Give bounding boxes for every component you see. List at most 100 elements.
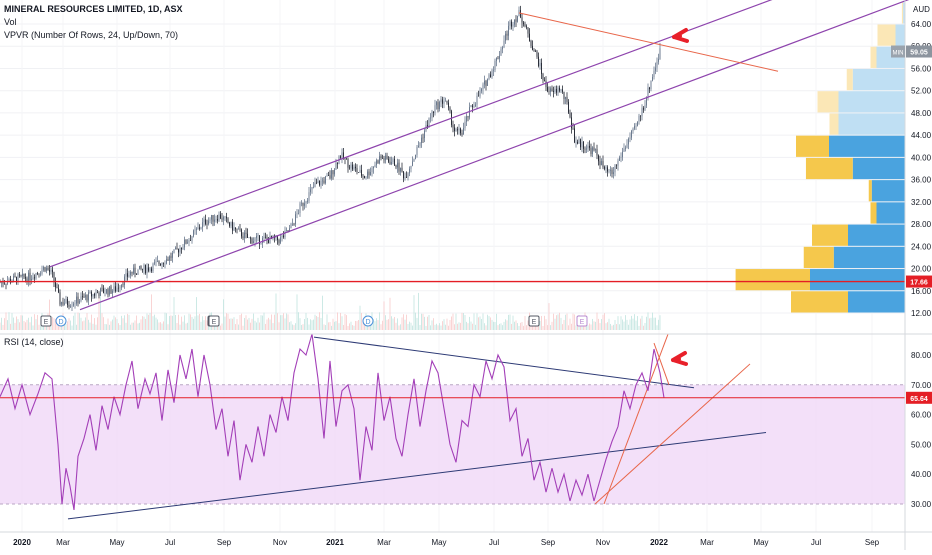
volume-bar: [602, 314, 604, 330]
candle-body: [100, 288, 101, 296]
candle-body: [349, 167, 350, 169]
candle-body: [442, 99, 443, 104]
symbol-tag-bg: [891, 45, 905, 58]
volume-bar: [203, 320, 205, 330]
candle-body: [487, 79, 488, 86]
candle-body: [473, 106, 475, 108]
candle-body: [460, 128, 461, 134]
volume-bar: [644, 322, 646, 330]
candle-body: [50, 269, 52, 272]
volume-bar: [488, 316, 490, 330]
volume-bar: [503, 321, 505, 330]
volume-bar: [214, 324, 215, 330]
candle-body: [511, 21, 512, 27]
candle-body: [20, 275, 22, 276]
candle-body: [383, 158, 385, 161]
volume-bar: [409, 321, 410, 330]
volume-bar: [512, 315, 514, 330]
volume-bar: [29, 322, 31, 330]
volume-bar: [575, 325, 577, 330]
candle-body: [286, 230, 287, 231]
time-tick-label: Mar: [377, 538, 391, 547]
volume-bar: [610, 323, 611, 330]
volume-bar: [641, 315, 643, 330]
candle-body: [289, 228, 290, 232]
volume-bar: [226, 313, 227, 330]
rsi-tick-label: 30.00: [911, 500, 932, 509]
volume-bar: [68, 318, 70, 330]
earnings-marker: [576, 315, 588, 327]
candle-body: [118, 287, 119, 289]
volume-bar: [346, 315, 347, 330]
candle-body: [185, 239, 187, 244]
volume-bar: [457, 323, 458, 330]
volume-bar: [364, 320, 365, 330]
candle-body: [607, 167, 608, 172]
candle-body: [496, 57, 497, 61]
volume-bar: [362, 318, 364, 330]
volume-bar: [431, 320, 433, 330]
candle-body: [38, 273, 40, 275]
volume-bar: [614, 320, 616, 330]
candle-body: [361, 169, 362, 176]
volume-bar: [433, 318, 434, 330]
candle-body: [452, 124, 454, 128]
volume-bar: [350, 321, 352, 330]
candle-body: [524, 24, 526, 27]
volume-bar: [400, 324, 401, 330]
vpvr-label: VPVR (Number Of Rows, 24, Up/Down, 70): [4, 30, 179, 40]
candle-body: [365, 177, 367, 179]
volume-bar: [244, 317, 245, 330]
volume-bar: [310, 319, 311, 330]
candle-body: [509, 21, 511, 26]
volume-bar: [508, 314, 509, 330]
volume-bar: [16, 316, 17, 330]
candle-body: [619, 157, 620, 161]
volume-bar: [548, 303, 550, 330]
volume-bar: [10, 323, 11, 330]
volume-bar: [91, 314, 92, 330]
volume-bar: [334, 321, 335, 330]
volume-bar: [124, 315, 125, 330]
candle-body: [130, 272, 131, 276]
volume-bar: [445, 324, 446, 330]
volume-bar: [19, 322, 20, 330]
candle-body: [643, 108, 644, 110]
volume-bar: [308, 324, 310, 330]
volume-bar: [173, 297, 175, 330]
volume-bar: [106, 324, 107, 330]
candle-body: [341, 152, 343, 159]
candle-body: [262, 237, 263, 244]
candle-body: [14, 276, 16, 277]
candle-body: [242, 236, 244, 239]
candle-body: [323, 180, 325, 183]
candle-body: [187, 242, 188, 244]
candle-body: [31, 279, 32, 281]
volume-bar: [77, 312, 79, 330]
volume-bar: [296, 294, 298, 330]
volume-bar: [137, 323, 139, 330]
vp-up-bar: [829, 135, 905, 157]
candle-body: [611, 169, 613, 174]
volume-bar: [461, 312, 463, 330]
volume-bar: [425, 325, 427, 330]
candle-body: [332, 170, 334, 175]
candle-body: [517, 16, 518, 22]
volume-bar: [611, 325, 613, 330]
candle-body: [152, 263, 154, 272]
volume-bar: [482, 313, 484, 330]
volume-bar: [307, 317, 308, 330]
price-tick-label: 36.00: [911, 176, 932, 185]
candle-body: [139, 265, 140, 270]
candle-body: [238, 228, 239, 230]
volume-bar: [635, 320, 637, 330]
candle-body: [401, 167, 403, 172]
candle-body: [178, 249, 179, 253]
candle-body: [265, 236, 266, 238]
volume-bar: [224, 316, 226, 330]
candle-body: [604, 167, 605, 169]
volume-bar: [299, 318, 301, 330]
volume-bar: [605, 323, 607, 330]
candle-body: [632, 128, 634, 131]
candle-body: [581, 141, 583, 148]
